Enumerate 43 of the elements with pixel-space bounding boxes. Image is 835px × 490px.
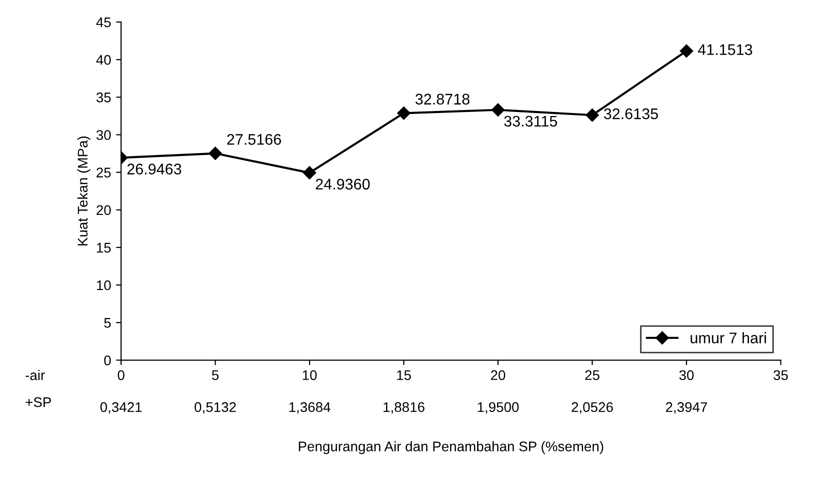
- point: [208, 146, 222, 160]
- text: 32.8718: [415, 94, 470, 105]
- x-tick-label: 0: [118, 370, 124, 380]
- text: 26.9463: [127, 164, 182, 174]
- point: [491, 103, 505, 116]
- text: 1,9500: [478, 402, 519, 414]
- text: +SP: [26, 397, 51, 408]
- x-tick-label: 25: [585, 370, 600, 380]
- x-tick-label: 20: [490, 370, 506, 380]
- text: 1,3684: [289, 402, 330, 414]
- point: [680, 44, 694, 58]
- text: 33.3115: [504, 116, 558, 127]
- legend-label: umur 7 hari: [690, 332, 766, 344]
- x-tick-label: 5: [212, 370, 219, 380]
- y-tick-label: 35: [96, 92, 111, 102]
- y-tick-label: 25: [96, 168, 111, 178]
- y-tick-label: 40: [96, 54, 111, 65]
- text: 32.6135: [604, 108, 658, 120]
- y-tick-label: 5: [104, 318, 111, 328]
- y-tick-label: 10: [96, 280, 111, 290]
- x-axis-title: Pengurangan Air dan Penambahan SP (%semen): [298, 441, 604, 454]
- text: 24.9360: [316, 178, 370, 190]
- text: -air: [26, 370, 45, 380]
- y-tick-label: 30: [96, 130, 111, 140]
- x-tick-label: 10: [302, 370, 317, 380]
- x-tick-label: 35: [774, 370, 788, 380]
- text: 27.5166: [227, 134, 281, 145]
- x-tick-label: 15: [397, 370, 411, 380]
- text: 41.1513: [698, 44, 752, 56]
- point: [397, 106, 410, 120]
- text: 2,3947: [666, 402, 708, 414]
- text: 0,5132: [194, 402, 236, 414]
- y-tick-label: 20: [96, 205, 111, 216]
- point: [302, 166, 316, 180]
- y-tick-label: 45: [96, 18, 111, 28]
- point: [586, 108, 599, 122]
- text: 1,8816: [384, 402, 424, 414]
- y-axis-title: Kuat Tekan (MPa): [77, 136, 90, 246]
- x-tick-label: 30: [679, 370, 694, 380]
- text: 2,0526: [572, 402, 613, 414]
- y-tick-label: 15: [96, 242, 111, 253]
- text: 0,3421: [100, 402, 142, 414]
- y-tick-label: 0: [104, 355, 111, 366]
